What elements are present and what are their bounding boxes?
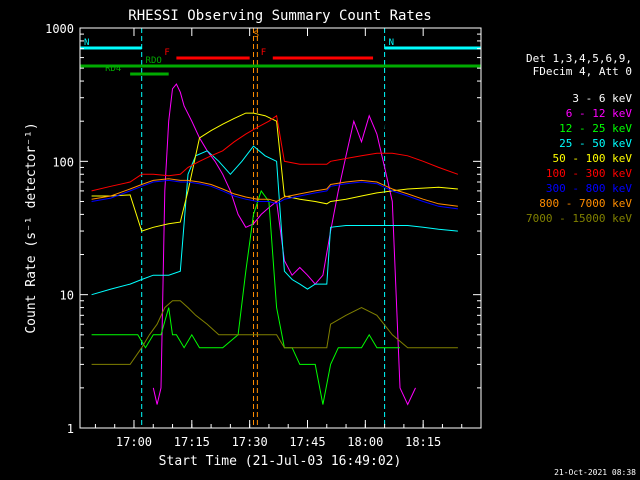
x-tick-label: 17:30 — [232, 435, 268, 449]
legend-entry: 100 - 300 keV — [546, 167, 632, 180]
plot-frame — [79, 27, 482, 429]
series-line — [91, 114, 459, 192]
state-bar-label: N — [389, 38, 394, 48]
axes: 17:00 17:15 17:30 17:45 18:00 18:15 1 10 100 1000 — [45, 22, 481, 449]
state-bar-label: N — [84, 38, 89, 48]
y-tick-label: 100 — [52, 155, 74, 169]
legend-header: Det 1,3,4,5,6,9, — [526, 52, 632, 65]
legend-entry: 7000 - 15000 keV — [526, 212, 632, 225]
y-tick-label: 1000 — [45, 22, 74, 36]
legend-entry: 6 - 12 keV — [566, 107, 633, 120]
state-bar-label: F — [164, 48, 169, 58]
x-tick-label: 18:00 — [347, 435, 383, 449]
legend: Det 1,3,4,5,6,9,FDecim 4, Att 0 3 - 6 keV… — [526, 52, 632, 225]
legend-entry: 3 - 6 keV — [572, 92, 632, 105]
series-line — [91, 189, 400, 405]
x-tick-label: 18:15 — [405, 435, 441, 449]
legend-entry: 800 - 7000 keV — [539, 197, 632, 210]
state-bar-label: RDO — [146, 56, 162, 66]
x-tick-label: 17:45 — [289, 435, 325, 449]
y-tick-label: 10 — [60, 289, 74, 303]
legend-entry: 300 - 800 keV — [546, 182, 632, 195]
series-line — [91, 112, 458, 232]
footer-date: 21-Oct-2021 08:38 — [554, 468, 636, 477]
state-bar-label: F — [261, 48, 266, 58]
state-bar-label: S — [254, 30, 259, 40]
legend-entry: 12 - 25 keV — [559, 122, 632, 135]
series-line — [91, 178, 458, 207]
data-series — [91, 83, 459, 406]
x-tick-label: 17:00 — [116, 435, 152, 449]
legend-entry: 50 - 100 keV — [553, 152, 633, 165]
state-bar-label: RD4 — [105, 64, 121, 74]
legend-entry: 25 - 50 keV — [559, 137, 632, 150]
x-tick-label: 17:15 — [174, 435, 210, 449]
y-axis-label: Count Rate (s⁻¹ detector⁻¹) — [24, 122, 39, 333]
series-line — [91, 300, 458, 365]
chart-title: RHESSI Observing Summary Count Rates — [128, 8, 431, 24]
x-axis-label: Start Time (21-Jul-03 16:49:02) — [159, 454, 402, 469]
series-line — [91, 145, 458, 296]
series-line — [91, 179, 458, 210]
legend-header: FDecim 4, Att 0 — [533, 65, 632, 78]
y-tick-label: 1 — [67, 422, 74, 436]
